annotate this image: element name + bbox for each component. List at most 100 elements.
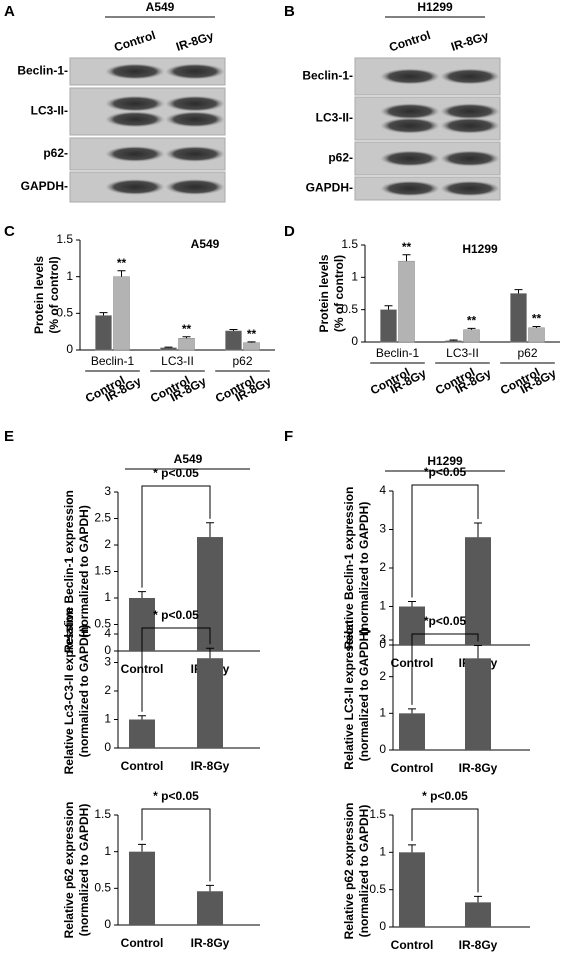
- lane-label: Control: [387, 28, 432, 54]
- y-tick-label: 0: [379, 637, 386, 651]
- significance: *p<0.05: [424, 614, 467, 628]
- panel-label: C: [4, 223, 15, 240]
- blot-band: [440, 180, 500, 197]
- error-bar: [474, 522, 482, 538]
- y-axis-label: (normalized to GAPDH): [357, 502, 371, 635]
- error-bar: [206, 647, 214, 659]
- lane-label: IR-8Gy: [449, 28, 490, 53]
- significance: **: [182, 322, 192, 336]
- significance: * p<0.05: [422, 789, 468, 803]
- significance: **: [402, 240, 412, 254]
- bar: [445, 340, 462, 343]
- panel-label: B: [284, 3, 295, 20]
- significance-bracket: [411, 633, 479, 705]
- blot-band: [105, 63, 165, 80]
- y-tick-label: 2: [104, 537, 111, 551]
- chart-title: H1299: [462, 242, 498, 256]
- bar: [510, 293, 527, 343]
- significance: * p<0.05: [153, 789, 199, 803]
- y-tick-label: 1: [379, 599, 386, 613]
- bar: [463, 329, 480, 343]
- y-tick-label: 2: [379, 560, 386, 574]
- x-tick-label: LC3-II: [161, 354, 194, 368]
- y-axis-label: Relative Beclin-1 expression: [342, 487, 356, 650]
- y-tick-label: 1: [104, 844, 111, 858]
- x-tick-label: Control: [391, 761, 434, 775]
- y-tick-label: 0.5: [341, 302, 358, 316]
- blot-strip: [69, 87, 226, 136]
- error-bar: [138, 715, 146, 720]
- chart-title: A549: [174, 452, 203, 466]
- bar: [197, 658, 223, 748]
- panel-label: D: [284, 223, 295, 240]
- error-bar: [229, 328, 238, 331]
- y-tick-label: 0: [104, 917, 111, 931]
- row-label: p62-: [43, 146, 68, 160]
- y-tick-label: 0: [104, 643, 111, 657]
- x-tick-label: LC3-II: [446, 346, 479, 360]
- y-tick-label: 1: [104, 712, 111, 726]
- y-tick-label: 2.5: [94, 511, 111, 525]
- y-tick-label: 0: [66, 342, 73, 356]
- significance: *p<0.05: [424, 465, 467, 479]
- blot-band: [440, 103, 500, 120]
- error-bar: [467, 327, 476, 330]
- y-tick-label: 3: [104, 484, 111, 498]
- y-tick-label: 0: [379, 919, 386, 933]
- significance: **: [467, 314, 477, 328]
- lane-label: IR-8Gy: [174, 28, 215, 53]
- x-tick-label: p62: [232, 354, 252, 368]
- error-bar: [532, 325, 541, 328]
- y-axis-label: Relative LC3-II expression: [342, 620, 356, 769]
- y-tick-label: 2: [379, 669, 386, 683]
- bar: [129, 719, 155, 748]
- bar: [225, 330, 242, 351]
- blot-band: [380, 150, 440, 167]
- error-bar: [206, 884, 214, 892]
- blot-band: [165, 179, 225, 195]
- y-tick-label: 1: [351, 270, 358, 284]
- y-axis-label: (normalized to GAPDH): [357, 805, 371, 938]
- y-tick-label: 1.5: [56, 232, 73, 246]
- row-label: LC3-II-: [316, 111, 353, 125]
- error-bar: [408, 600, 416, 607]
- error-bar: [138, 591, 146, 598]
- blot-band: [440, 68, 500, 85]
- chart-title: A549: [191, 237, 220, 251]
- error-bar: [99, 312, 108, 316]
- y-tick-label: 0: [379, 742, 386, 756]
- y-tick-label: 1: [379, 706, 386, 720]
- x-tick-label: p62: [517, 346, 537, 360]
- blot-band: [165, 111, 225, 128]
- x-tick-label: IR-8Gy: [191, 759, 230, 773]
- significance-bracket: [411, 808, 479, 893]
- y-axis-label: (normalized to GAPDH): [77, 625, 91, 758]
- y-axis-label: (normalized to GAPDH): [77, 505, 91, 638]
- lane-label: Control: [112, 28, 157, 54]
- error-bar: [449, 339, 458, 341]
- panel-label: F: [284, 428, 293, 445]
- y-axis-label: Relative Lc3-C3-II expression: [62, 608, 76, 775]
- significance-bracket: [141, 485, 211, 588]
- row-label: Beclin-1-: [302, 69, 353, 83]
- bar: [160, 347, 177, 351]
- y-tick-label: 3: [379, 632, 386, 646]
- y-tick-label: 0: [104, 740, 111, 754]
- significance-bracket: [141, 627, 211, 712]
- blot-title: H1299: [417, 0, 453, 14]
- significance: **: [532, 312, 542, 326]
- error-bar: [514, 289, 523, 294]
- bar: [113, 276, 130, 351]
- significance: **: [117, 256, 127, 270]
- y-tick-label: 1: [66, 269, 73, 283]
- x-tick-label: IR-8Gy: [459, 938, 498, 952]
- y-tick-label: 3: [379, 522, 386, 536]
- bar: [465, 902, 491, 927]
- x-tick-label: IR-8Gy: [191, 936, 230, 950]
- error-bar: [138, 843, 146, 852]
- y-tick-label: 3: [104, 655, 111, 669]
- significance: **: [247, 327, 257, 341]
- y-tick-label: 0.5: [94, 617, 111, 631]
- row-label: GAPDH-: [21, 179, 68, 193]
